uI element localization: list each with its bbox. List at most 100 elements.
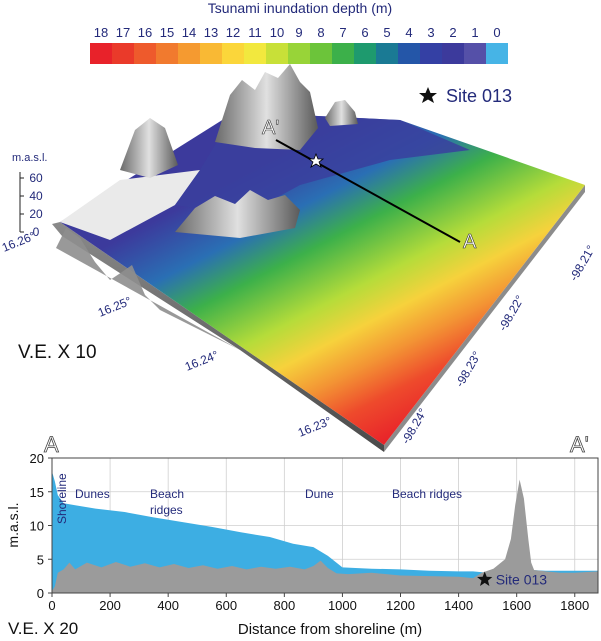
colorbar-swatch (178, 43, 200, 64)
mountain-range (215, 64, 318, 150)
y-tick-label: 15 (30, 485, 44, 500)
latitude-tick-label: 16.25° (96, 294, 134, 320)
profile-site-star-icon (477, 571, 493, 586)
x-tick-label: 1400 (444, 598, 473, 613)
colorbar-swatches (90, 43, 508, 64)
inland-flat (60, 170, 200, 240)
colorbar-swatch (266, 43, 288, 64)
colorbar-tick-label: 8 (317, 25, 324, 40)
colorbar-tick-label: 5 (383, 25, 390, 40)
y-axis-ticks: 0 5 10 15 20 (30, 451, 52, 601)
colorbar-swatch (420, 43, 442, 64)
x-tick-label: 400 (157, 598, 179, 613)
colorbar-swatch (486, 43, 508, 64)
x-tick-label: 1000 (328, 598, 357, 613)
map-side-front (384, 185, 585, 452)
longitude-tick-label: -98.21° (566, 243, 598, 284)
colorbar-tick-label: 9 (295, 25, 302, 40)
latitude-tick-label: 16.24° (183, 348, 221, 374)
colorbar-swatch (376, 43, 398, 64)
annotation-dunes: Dunes (75, 487, 110, 501)
x-axis-ticks: 0 200 400 600 800 1000 1200 1400 1600 1800 (48, 593, 589, 613)
legend-star-icon (419, 87, 437, 103)
x-tick-label: 1800 (560, 598, 589, 613)
colorbar-tick-label: 4 (405, 25, 412, 40)
x-tick-label: 800 (273, 598, 295, 613)
colorbar-ticks: 18 17 16 15 14 13 12 11 10 9 8 7 6 5 4 3 2 1 0 (94, 25, 501, 40)
profile-left-label: A (44, 432, 59, 457)
profile-ve-label: V.E. X 20 (8, 619, 78, 638)
colorbar-tick-label: 15 (160, 25, 174, 40)
colorbar-tick-label: 14 (182, 25, 196, 40)
map-site-star-icon (307, 152, 325, 168)
latitude-tick-label: 16.26° (0, 229, 38, 255)
x-tick-label: 1600 (502, 598, 531, 613)
y-tick-label: 0 (37, 586, 44, 601)
colorbar-title: Tsunami inundation depth (m) (208, 0, 392, 16)
colorbar-swatch (354, 43, 376, 64)
z-tick-label: 20 (29, 207, 43, 221)
annotation-shoreline: Shoreline (55, 473, 69, 524)
colorbar-swatch (134, 43, 156, 64)
z-axis-label: m.a.s.l. (12, 152, 47, 164)
colorbar-tick-label: 3 (427, 25, 434, 40)
ground-elevation-area (52, 479, 598, 593)
colorbar-tick-label: 13 (204, 25, 218, 40)
x-tick-label: 600 (215, 598, 237, 613)
chart-areas (52, 471, 598, 593)
colorbar-tick-label: 6 (361, 25, 368, 40)
annotation-beach-ridges-2: Beach ridges (392, 487, 462, 501)
y-tick-label: 20 (30, 451, 44, 466)
x-tick-label: 0 (48, 598, 55, 613)
colorbar-swatch (464, 43, 486, 64)
colorbar-swatch (332, 43, 354, 64)
x-axis-label: Distance from shoreline (m) (238, 621, 422, 638)
colorbar-tick-label: 16 (138, 25, 152, 40)
colorbar-tick-label: 17 (116, 25, 130, 40)
colorbar-tick-label: 7 (339, 25, 346, 40)
colorbar-tick-label: 18 (94, 25, 108, 40)
y-axis-label: m.a.s.l. (5, 502, 21, 547)
colorbar-tick-label: 12 (226, 25, 240, 40)
z-axis-ticks: 60 40 20 0 (20, 171, 43, 239)
colorbar-tick-label: 11 (248, 25, 262, 40)
terrain-map: A' A Site 013 m.a.s.l. 60 40 20 0 16.26° 16.… (0, 64, 598, 452)
y-tick-label: 10 (30, 519, 44, 534)
colorbar-tick-label: 0 (493, 25, 500, 40)
colorbar-swatch (244, 43, 266, 64)
hills-left (120, 118, 178, 178)
hills-center (175, 190, 300, 238)
colorbar-tick-label: 2 (449, 25, 456, 40)
transect-start-label: A' (262, 117, 279, 139)
y-tick-label: 5 (37, 552, 44, 567)
colorbar-swatch (442, 43, 464, 64)
z-tick-label: 40 (29, 189, 43, 203)
colorbar-swatch (398, 43, 420, 64)
hill-small (325, 100, 358, 126)
colorbar-swatch (288, 43, 310, 64)
colorbar-tick-label: 1 (471, 25, 478, 40)
colorbar-swatch (200, 43, 222, 64)
x-tick-label: 200 (99, 598, 121, 613)
colorbar-swatch (90, 43, 112, 64)
map-ve-label: V.E. X 10 (18, 342, 97, 363)
x-tick-label: 1200 (386, 598, 415, 613)
annotation-dune: Dune (305, 487, 334, 501)
map-site-label: Site 013 (446, 86, 512, 106)
transect-end-label: A (463, 231, 477, 253)
cross-section-edge-left (56, 228, 240, 350)
colorbar: Tsunami inundation depth (m) 18 17 16 15 14 1… (90, 0, 508, 64)
z-tick-label: 60 (29, 171, 43, 185)
water-depth-area (52, 471, 598, 593)
colorbar-swatch (310, 43, 332, 64)
profile-chart: A A' 0 200 400 600 800 1000 1200 1400 1600 1800 0… (5, 432, 599, 638)
z-tick-label: 0 (33, 225, 40, 239)
profile-right-label: A' (570, 432, 589, 457)
colorbar-tick-label: 10 (270, 25, 284, 40)
colorbar-swatch (222, 43, 244, 64)
latitude-tick-label: 16.23° (296, 414, 334, 440)
annotation-beach-ridges-1: Beach ridges (150, 487, 187, 517)
colorbar-swatch (112, 43, 134, 64)
colorbar-swatch (156, 43, 178, 64)
